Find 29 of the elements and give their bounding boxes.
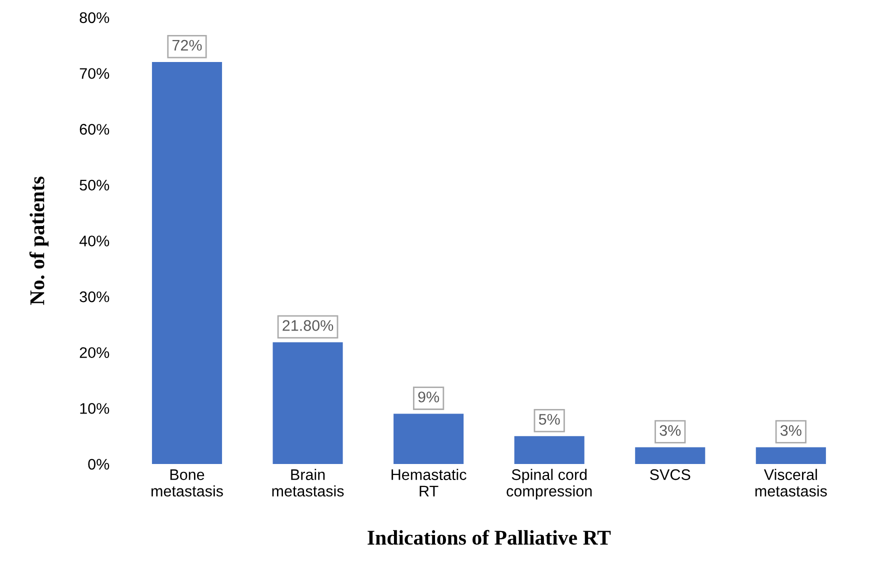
data-label: 5% <box>538 414 560 425</box>
data-label: 9% <box>418 392 440 402</box>
bar <box>394 414 464 464</box>
bar <box>514 436 584 464</box>
data-label: 21.80% <box>282 320 334 331</box>
x-tick-label: SVCS <box>650 469 690 480</box>
x-tick-label: Spinal cord compression <box>506 468 592 500</box>
bar <box>152 62 222 464</box>
data-label: 3% <box>660 425 681 436</box>
y-tick-label: 0% <box>88 458 110 470</box>
x-tick-label: Visceral metastasis <box>755 468 827 497</box>
y-tick-label: 60% <box>80 124 110 135</box>
y-tick-label: 10% <box>80 403 110 414</box>
bar <box>756 447 826 464</box>
y-tick-label: 50% <box>80 180 110 191</box>
x-tick-label: Hemastatic RT <box>392 468 466 496</box>
y-axis-title: No. of patients <box>29 176 49 305</box>
y-tick-label: 20% <box>80 347 110 358</box>
x-axis-title: Indications of Palliative RT <box>368 530 611 545</box>
x-tick-label: Bone metastasis <box>152 469 223 497</box>
bar <box>272 342 343 464</box>
y-tick-label: 30% <box>80 291 110 302</box>
data-label: 3% <box>780 425 802 436</box>
x-tick-label: Brain metastasis <box>272 468 344 497</box>
y-tick-label: 40% <box>79 236 110 246</box>
y-tick-label: 70% <box>80 68 110 79</box>
data-label: 72% <box>172 40 202 51</box>
y-tick-label: 80% <box>80 12 110 24</box>
bar <box>635 447 706 464</box>
